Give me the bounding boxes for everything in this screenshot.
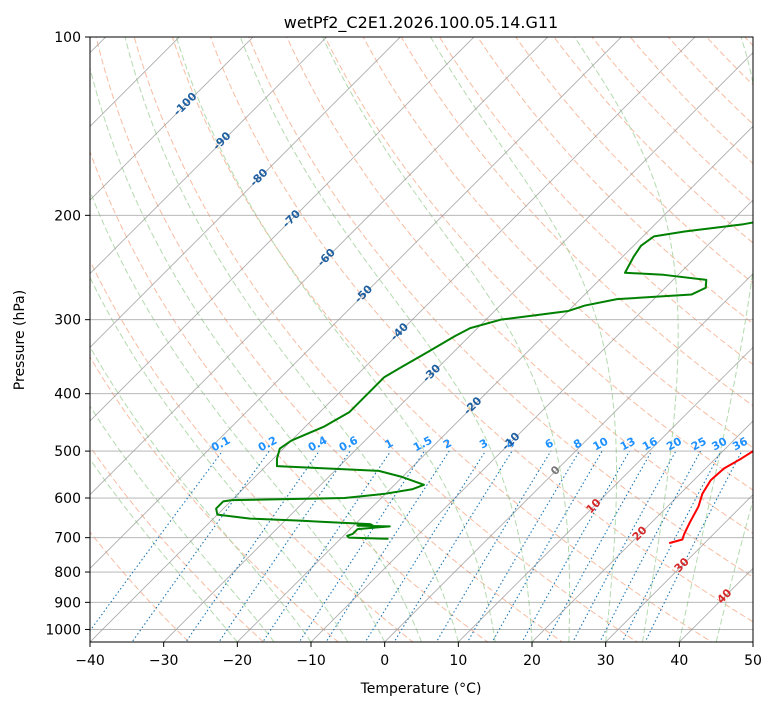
y-tick-label: 300 [54,313,81,329]
mixing-ratio-line [364,450,486,642]
mixing-ratio-line [393,450,513,642]
moist-adiabat [90,405,275,642]
x-tick-label: 50 [744,653,762,669]
mixing-ratio-line [298,450,425,642]
dry-adiabat [133,37,638,642]
dry-adiabat [90,445,265,642]
isotherm-line [605,494,753,642]
isotherm-line [236,125,753,642]
dewpoint-series-line [215,221,753,540]
dry-adiabat [90,259,414,642]
y-tick-label: 700 [54,531,81,547]
y-tick-label: 1000 [45,622,81,638]
mixing-ratio-label: 13 [618,435,638,454]
mixing-ratio-line [435,450,552,642]
mixing-ratio-line [262,450,392,642]
isotherm-line [90,37,328,275]
y-tick-label: 800 [54,565,81,581]
mixing-ratio-line [599,450,702,642]
isotherm-line [310,199,753,642]
moist-adiabat [90,66,422,642]
temperature-series-line [668,449,753,545]
y-tick-label: 400 [54,387,81,403]
moist-adiabat [322,37,571,642]
isotherm-line [90,37,180,127]
isotherm-line [90,37,401,348]
moist-adiabat [90,345,312,642]
x-tick-label: −40 [75,653,105,669]
isotherm-line [90,37,549,496]
y-tick-label: 600 [54,491,81,507]
x-tick-label: 0 [380,653,389,669]
plot-frame [89,36,754,643]
x-tick-label: 40 [670,653,688,669]
mixing-ratio-line [491,450,603,642]
moist-adiabat [430,37,618,642]
x-tick-label: 30 [597,653,615,669]
isotherm-line [531,420,753,642]
mixing-ratio-label: 20 [664,435,684,454]
moist-adiabat [124,37,459,642]
dry-adiabat [90,150,489,642]
dry-adiabat [95,37,564,642]
isotherm-line [457,346,753,642]
x-axis-label: Temperature (°C) [360,681,482,697]
isotherm-line [90,37,622,569]
dry-adiabat [209,37,753,623]
isotherm-line [384,273,753,642]
y-tick-label: 500 [54,444,81,460]
dry-adiabat [90,356,339,642]
mixing-ratio-label: 25 [689,435,709,454]
y-axis: 100 200 300 400 500 600 700 800 900 1000 [45,30,90,638]
mixing-ratio-label: 36 [730,435,750,454]
x-axis: −40 −30 −20 −10 0 10 20 30 40 50 [75,642,762,669]
dry-adiabat [248,37,753,578]
mixing-ratio-lines [90,450,743,642]
mixing-ratio-line [325,450,450,642]
background-lines [90,37,753,642]
dry-adiabat [515,37,753,284]
mixing-ratio-line [131,450,270,642]
isotherm-line [90,37,254,201]
dry-adiabat [324,37,753,491]
mixing-ratio-line [545,450,653,642]
mixing-ratio-line [572,450,677,642]
moist-adiabat [90,189,386,642]
x-tick-label: −30 [149,653,179,669]
y-tick-label: 200 [54,208,81,224]
moist-adiabat [678,37,753,642]
x-tick-label: −20 [223,653,253,669]
moist-adiabat [90,458,238,642]
moist-adiabat [574,37,679,642]
mixing-ratio-line [521,450,630,642]
mixing-ratio-label: 10 [591,435,611,454]
moist-adiabat [90,276,349,642]
chart-title: wetPf2_C2E1.2026.100.05.14.G11 [284,13,558,33]
isotherm-line [90,37,696,642]
mixing-ratio-label: 30 [710,435,730,454]
y-tick-label: 100 [54,30,81,46]
x-tick-label: 20 [523,653,541,669]
sounding-series [215,221,753,545]
dry-adiabat [171,37,713,642]
dry-adiabat [400,37,753,407]
isotherm-line [90,37,475,422]
mixing-ratio-line [466,450,580,642]
x-tick-label: −10 [296,653,326,669]
mixing-ratio-line [90,450,223,632]
y-axis-label: Pressure (hPa) [12,290,28,390]
dry-adiabat [476,37,753,325]
y-tick-label: 900 [54,595,81,611]
x-tick-label: 10 [449,653,467,669]
mixing-ratio-label: 16 [640,435,660,454]
moist-adiabat [239,37,533,642]
moist-adiabat [175,37,496,642]
isotherm-line [163,52,753,642]
